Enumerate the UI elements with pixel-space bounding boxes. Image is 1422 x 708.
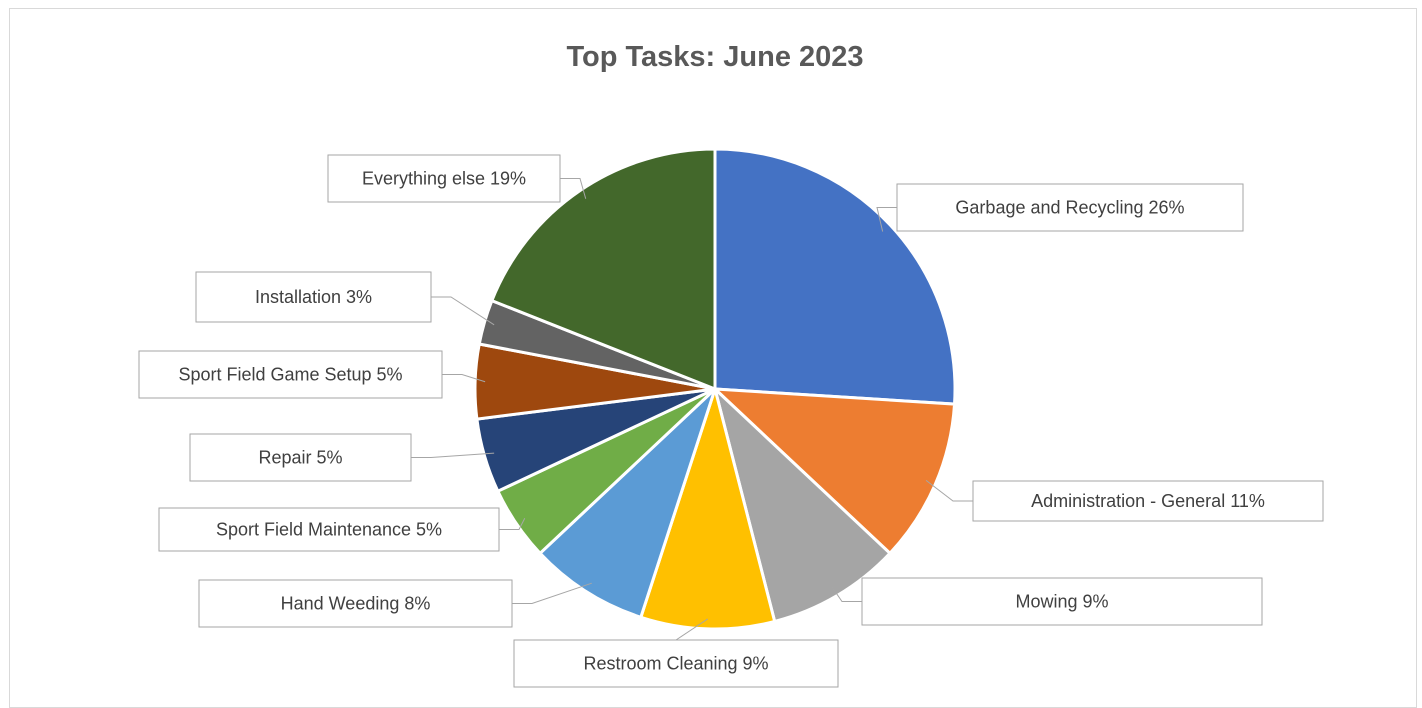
slices-layer <box>473 147 957 631</box>
data-label-box <box>896 183 1244 232</box>
data-label-box <box>861 577 1263 626</box>
labels-layer: Garbage and Recycling 26% Administration … <box>138 154 1324 688</box>
pie-slice-restroom-cleaning <box>638 383 777 631</box>
data-label: Repair 5% <box>258 448 342 468</box>
chart-title: Top Tasks: June 2023 <box>566 41 863 73</box>
pie-slice-garbage-and-recycling <box>713 147 957 406</box>
pie-chart: Top Tasks: June 2023 Garbage and Recycli… <box>138 41 1324 688</box>
data-label-box <box>189 433 412 482</box>
data-label-box <box>138 350 443 399</box>
data-label-box <box>972 480 1324 522</box>
leader-line <box>499 518 526 530</box>
data-label-box <box>195 271 432 323</box>
data-label-box <box>327 154 561 203</box>
data-label: Hand Weeding 8% <box>281 594 431 614</box>
data-label: Restroom Cleaning 9% <box>583 654 768 674</box>
leader-line <box>512 582 592 604</box>
leader-line <box>431 296 495 326</box>
pie-slice-hand-weeding <box>537 387 717 620</box>
pie-slice-everything-else <box>489 147 717 392</box>
pie-slice-administration-general <box>710 387 957 556</box>
data-label: Administration - General 11% <box>1031 491 1265 511</box>
data-label-box <box>513 639 839 688</box>
data-label: Sport Field Maintenance 5% <box>216 520 442 540</box>
data-label: Sport Field Game Setup 5% <box>178 365 402 385</box>
data-label: Installation 3% <box>255 287 372 307</box>
data-label-box <box>158 507 500 552</box>
data-label: Mowing 9% <box>1015 592 1108 612</box>
data-label-box <box>198 579 513 628</box>
pie-slice-mowing <box>712 384 893 624</box>
leader-line <box>442 374 486 383</box>
leader-line <box>560 178 587 199</box>
data-label: Garbage and Recycling 26% <box>955 198 1184 218</box>
leader-line <box>925 479 973 502</box>
leader-line <box>876 207 897 232</box>
data-label: Everything else 19% <box>362 169 526 189</box>
leader-line <box>675 618 709 641</box>
leader-line <box>411 452 495 458</box>
leader-line <box>831 586 862 602</box>
